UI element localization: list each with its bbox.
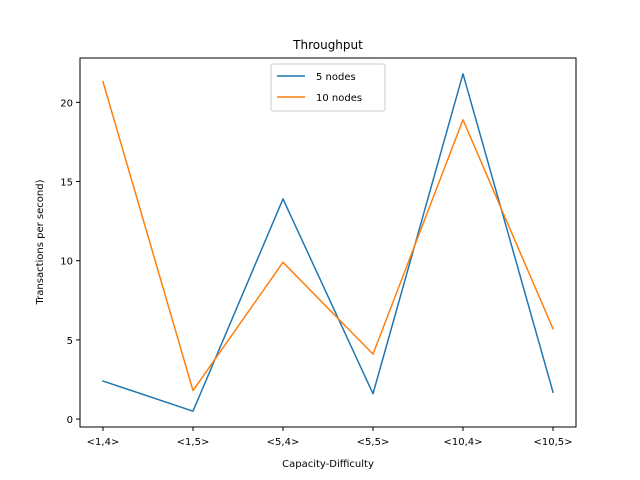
- chart-title: Throughput: [292, 38, 363, 52]
- y-axis-ticks: 0 5 10 15 20: [60, 98, 80, 426]
- legend-label-5-nodes: 5 nodes: [316, 72, 356, 83]
- series-layer: [102, 73, 554, 412]
- x-tick-label-10-5: <10,5>: [533, 437, 572, 448]
- y-tick-label-0: 0: [67, 415, 73, 426]
- y-axis-label: Transactions per second): [35, 179, 46, 305]
- x-axis-label: Capacity-Difficulty: [282, 459, 374, 470]
- y-tick-label-5: 5: [67, 336, 73, 347]
- x-tick-label-5-5: <5,5>: [357, 437, 390, 448]
- y-tick-label-10: 10: [60, 257, 73, 268]
- series-line-10-nodes: [102, 80, 554, 392]
- legend-label-10-nodes: 10 nodes: [316, 93, 362, 104]
- y-tick-label-15: 15: [60, 178, 73, 189]
- plot-area: [80, 58, 576, 427]
- x-axis-ticks: <1,4> <1,5> <5,4> <5,5> <10,4> <10,5>: [87, 427, 573, 448]
- series-line-5-nodes: [102, 73, 554, 412]
- x-tick-label-10-4: <10,4>: [443, 437, 482, 448]
- legend: 5 nodes 10 nodes: [270, 63, 386, 112]
- y-tick-label-20: 20: [60, 98, 73, 109]
- x-tick-label-1-5: <1,5>: [177, 437, 210, 448]
- plot-frame: [79, 57, 577, 428]
- x-tick-label-5-4: <5,4>: [267, 437, 300, 448]
- x-tick-label-1-4: <1,4>: [87, 437, 120, 448]
